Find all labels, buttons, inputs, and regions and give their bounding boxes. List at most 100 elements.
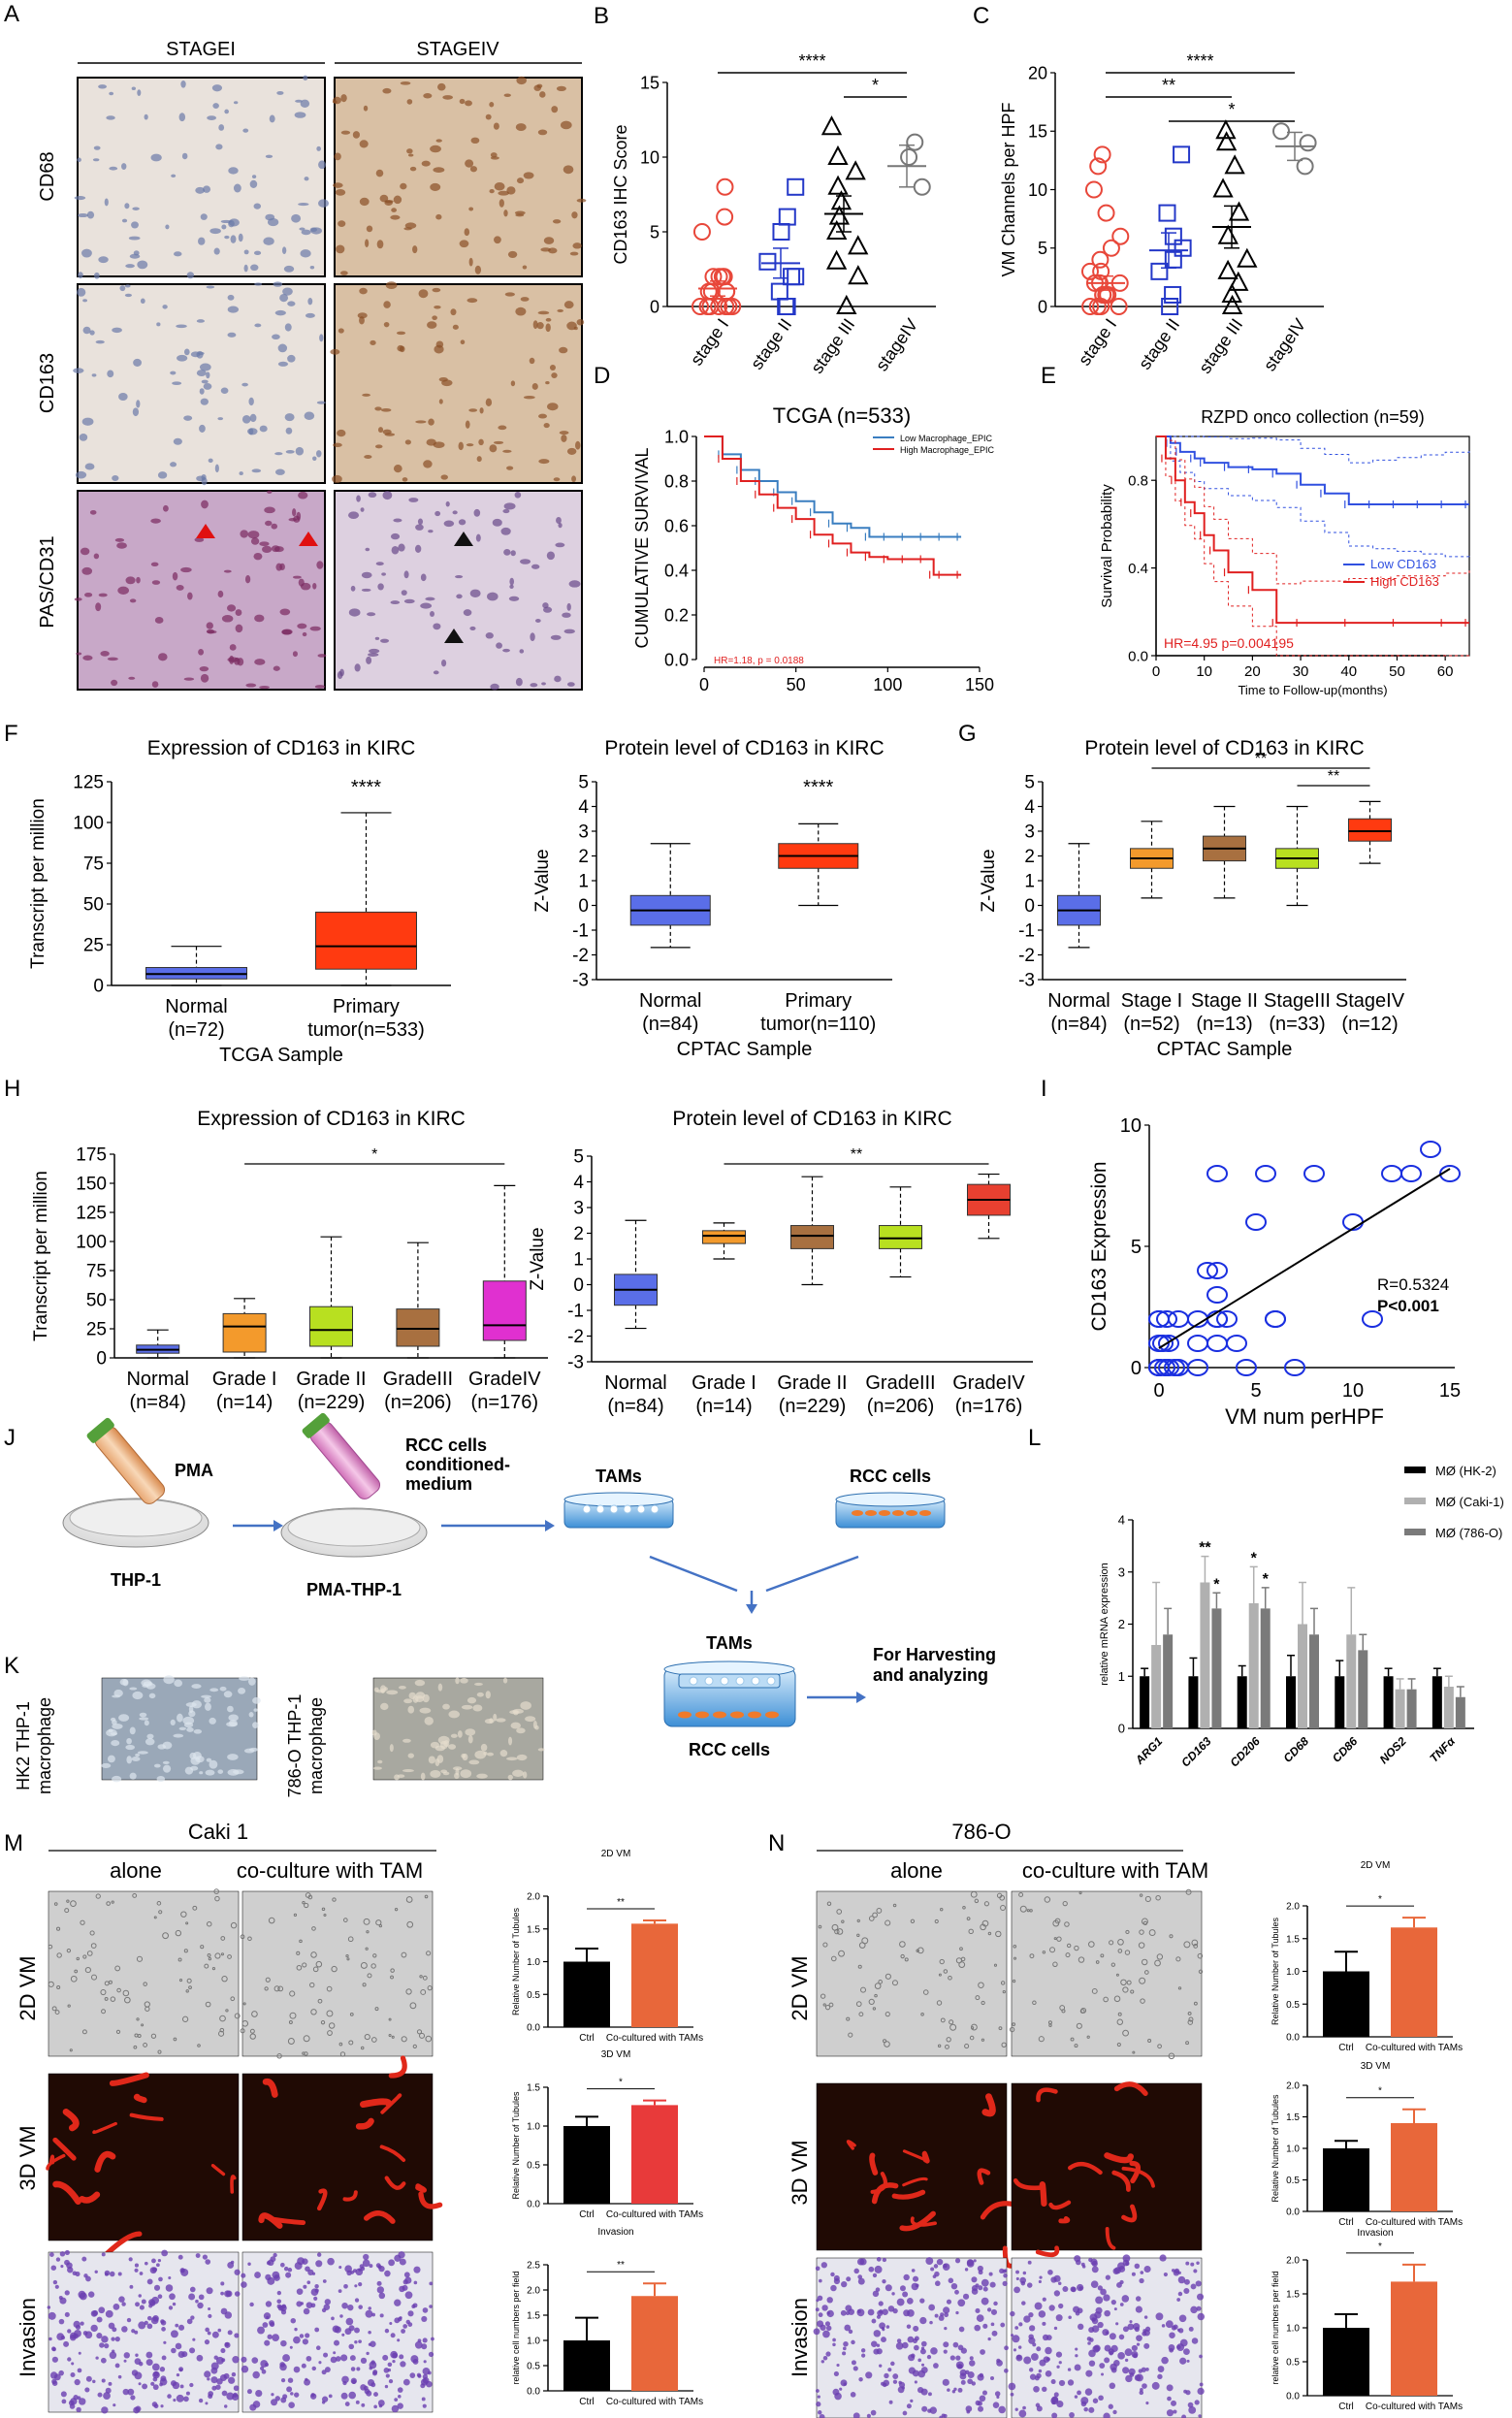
cell (876, 2256, 882, 2262)
cell (72, 2271, 78, 2275)
data-point (827, 145, 849, 165)
cell (360, 2384, 367, 2391)
ci-lower (1156, 435, 1469, 657)
cell (951, 2390, 956, 2394)
cell (183, 415, 193, 421)
y-tick-label: 100 (73, 814, 104, 834)
cell (1141, 1958, 1148, 1966)
cell (1156, 1953, 1164, 1960)
cell (230, 1996, 236, 2002)
cell (817, 2295, 823, 2302)
cell (412, 245, 418, 254)
cell (53, 1902, 58, 1906)
data-point (1296, 157, 1314, 176)
cell (279, 2262, 285, 2268)
n-col-alone: alone (890, 1858, 943, 1883)
cell (170, 1719, 176, 1726)
y-tick-label: 0 (578, 896, 589, 917)
data-point (1168, 1310, 1189, 1328)
tube-structure (271, 2216, 306, 2225)
cell (70, 1900, 77, 1908)
cell (1029, 1909, 1033, 1913)
cell (117, 2374, 122, 2379)
cell (399, 2258, 406, 2266)
cell (345, 2317, 354, 2326)
cell (858, 2012, 864, 2017)
data-point (1093, 145, 1111, 164)
cell (204, 1963, 209, 1969)
cell (59, 2251, 66, 2257)
cell (340, 2392, 348, 2400)
cell (950, 2282, 958, 2290)
cell (214, 1952, 221, 1959)
cell (250, 264, 259, 272)
cell (1078, 2323, 1084, 2331)
cell (1075, 2347, 1078, 2351)
cell (558, 522, 563, 529)
cell (359, 316, 365, 325)
cell (857, 1964, 862, 1969)
cell (338, 2289, 342, 2293)
legend-swatch (1404, 1467, 1426, 1473)
cell (336, 244, 345, 254)
cell (468, 207, 474, 211)
cell (161, 2355, 167, 2361)
cell (879, 2322, 886, 2330)
cell (815, 2266, 820, 2272)
m-col-alone: alone (110, 1858, 162, 1883)
cell (392, 2359, 396, 2364)
cell (294, 2392, 300, 2398)
cell (219, 1686, 227, 1692)
data-point (827, 175, 849, 195)
cell (1053, 2274, 1061, 2282)
cell (1095, 1960, 1100, 1964)
cell (499, 1750, 508, 1757)
cell (193, 1728, 203, 1734)
cell (211, 84, 223, 92)
tube-structure (1035, 2245, 1060, 2258)
cell (1050, 2379, 1056, 2385)
survival-curve (1156, 435, 1469, 506)
cell (943, 2306, 950, 2314)
cell (456, 594, 463, 599)
tube-structure (316, 2188, 328, 2211)
cell (514, 492, 522, 499)
cell (217, 590, 224, 598)
cell (817, 2410, 822, 2415)
cell (111, 1740, 120, 1747)
cell (1159, 2254, 1167, 2262)
micrograph (816, 1890, 1008, 2057)
cell (1125, 2374, 1133, 2383)
cell (459, 98, 466, 105)
cell (286, 2386, 293, 2393)
label-harvest: and analyzing (873, 1665, 988, 1685)
cell (993, 2301, 998, 2306)
cell (1083, 2406, 1088, 2412)
cell (337, 429, 346, 437)
cell (135, 2353, 139, 2357)
cell (977, 2265, 983, 2273)
cell (428, 418, 434, 426)
cell (1015, 2276, 1019, 2281)
cell (317, 654, 327, 658)
cell (109, 2351, 117, 2360)
cell (403, 598, 415, 604)
y-tick-label: 0.0 (1128, 648, 1148, 664)
label-harvest: For Harvesting (873, 1645, 996, 1664)
cell (1139, 1929, 1144, 1935)
k-label: 786-O THP-1 (285, 1694, 305, 1798)
cell (185, 2391, 190, 2396)
cell (97, 2392, 103, 2398)
cell (974, 2324, 981, 2332)
cell (1115, 1973, 1119, 1977)
cell (67, 2357, 72, 2362)
box (396, 1308, 440, 1347)
cell (409, 2002, 417, 2010)
cell (248, 1712, 254, 1718)
cell (67, 2267, 74, 2273)
cell (221, 224, 227, 230)
cell (316, 401, 326, 404)
cell (1175, 1956, 1181, 1962)
cell (84, 2331, 93, 2339)
